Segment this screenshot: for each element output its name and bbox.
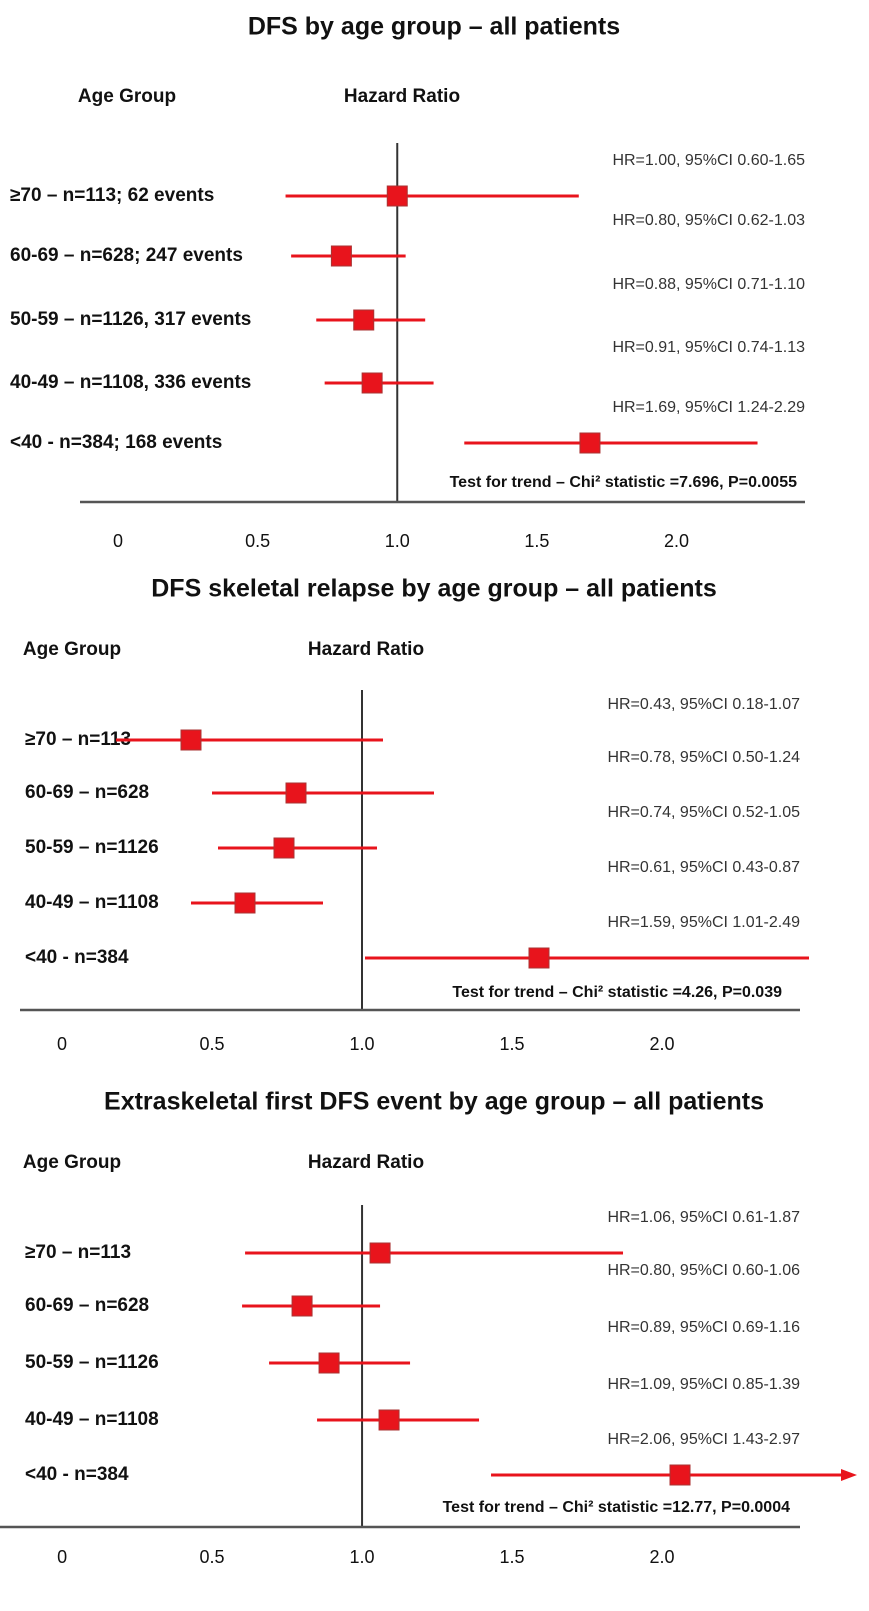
x-tick-label: 1.0 <box>385 531 410 551</box>
value-label: HR=1.00, 95%CI 0.60-1.65 <box>612 152 805 169</box>
value-label: HR=1.69, 95%CI 1.24-2.29 <box>612 399 805 416</box>
category-label: 50-59 – n=1126 <box>25 1352 159 1373</box>
hr-marker <box>378 1409 400 1431</box>
hr-marker <box>386 185 408 207</box>
x-axis-label: Hazard Ratio <box>308 639 424 660</box>
x-tick-label: 0 <box>57 1034 67 1054</box>
x-tick-label: 0.5 <box>199 1034 224 1054</box>
chart-title: Extraskeletal first DFS event by age gro… <box>104 1088 764 1116</box>
x-tick-label: 0 <box>57 1547 67 1567</box>
annotation: Test for trend – Chi² statistic =4.26, P… <box>452 984 782 1001</box>
category-label: <40 - n=384 <box>25 947 129 968</box>
x-tick-label: 0 <box>113 531 123 551</box>
category-label: ≥70 – n=113 <box>25 1242 131 1263</box>
hr-marker <box>369 1242 391 1264</box>
value-label: HR=0.61, 95%CI 0.43-0.87 <box>607 859 800 876</box>
category-label: 60-69 – n=628; 247 events <box>10 245 243 266</box>
value-label: HR=0.89, 95%CI 0.69-1.16 <box>607 1319 800 1336</box>
hr-marker <box>291 1295 313 1317</box>
category-label: 50-59 – n=1126 <box>25 837 159 858</box>
y-axis-label: Age Group <box>23 1152 121 1173</box>
value-label: HR=0.74, 95%CI 0.52-1.05 <box>607 804 800 821</box>
y-axis-label: Age Group <box>23 639 121 660</box>
category-label: 60-69 – n=628 <box>25 782 149 803</box>
ci-arrow <box>841 1469 857 1481</box>
x-tick-label: 0.5 <box>245 531 270 551</box>
category-label: 50-59 – n=1126, 317 events <box>10 309 251 330</box>
value-label: HR=0.88, 95%CI 0.71-1.10 <box>612 276 805 293</box>
hr-marker <box>353 309 375 331</box>
hr-marker <box>669 1464 691 1486</box>
annotation: Test for trend – Chi² statistic =12.77, … <box>443 1499 791 1516</box>
value-label: HR=0.43, 95%CI 0.18-1.07 <box>607 696 800 713</box>
x-axis-label: Hazard Ratio <box>308 1152 424 1173</box>
category-label: 40-49 – n=1108 <box>25 1409 159 1430</box>
value-label: HR=0.80, 95%CI 0.60-1.06 <box>607 1262 800 1279</box>
x-tick-label: 1.5 <box>500 1547 525 1567</box>
category-label: <40 - n=384 <box>25 1464 129 1485</box>
x-tick-label: 0.5 <box>200 1547 225 1567</box>
hr-marker <box>273 837 295 859</box>
value-label: HR=0.78, 95%CI 0.50-1.24 <box>607 749 800 766</box>
category-label: 60-69 – n=628 <box>25 1295 149 1316</box>
x-tick-label: 1.0 <box>350 1547 375 1567</box>
hr-marker <box>318 1352 340 1374</box>
x-tick-label: 2.0 <box>664 531 689 551</box>
category-label: 40-49 – n=1108 <box>25 892 159 913</box>
category-label: ≥70 – n=113; 62 events <box>10 185 214 206</box>
value-label: HR=1.06, 95%CI 0.61-1.87 <box>607 1209 800 1226</box>
hr-marker <box>234 892 256 914</box>
hr-marker <box>330 245 352 267</box>
hr-marker <box>528 947 550 969</box>
x-tick-label: 1.0 <box>349 1034 374 1054</box>
x-tick-label: 2.0 <box>649 1034 674 1054</box>
hr-marker <box>285 782 307 804</box>
hr-marker <box>180 729 202 751</box>
chart-title: DFS by age group – all patients <box>248 13 620 41</box>
value-label: HR=0.80, 95%CI 0.62-1.03 <box>612 212 805 229</box>
value-label: HR=0.91, 95%CI 0.74-1.13 <box>612 339 805 356</box>
x-axis-label: Hazard Ratio <box>344 86 460 107</box>
value-label: HR=1.09, 95%CI 0.85-1.39 <box>607 1376 800 1393</box>
y-axis-label: Age Group <box>78 86 176 107</box>
x-tick-label: 1.5 <box>499 1034 524 1054</box>
value-label: HR=2.06, 95%CI 1.43-2.97 <box>607 1431 800 1448</box>
hr-marker <box>361 372 383 394</box>
category-label: <40 - n=384; 168 events <box>10 432 222 453</box>
annotation: Test for trend – Chi² statistic =7.696, … <box>450 474 798 491</box>
hr-marker <box>579 432 601 454</box>
chart-title: DFS skeletal relapse by age group – all … <box>151 575 716 603</box>
value-label: HR=1.59, 95%CI 1.01-2.49 <box>607 914 800 931</box>
category-label: ≥70 – n=113 <box>25 729 131 750</box>
x-tick-label: 1.5 <box>524 531 549 551</box>
x-tick-label: 2.0 <box>650 1547 675 1567</box>
category-label: 40-49 – n=1108, 336 events <box>10 372 251 393</box>
